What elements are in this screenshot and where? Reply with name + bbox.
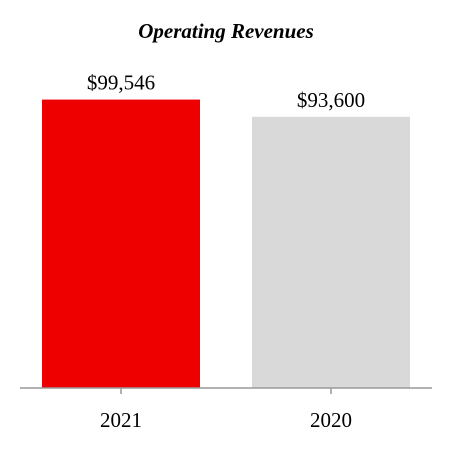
value-label-2020: $93,600 — [297, 88, 365, 112]
bars-group — [42, 99, 410, 389]
x-ticks-group — [120, 388, 332, 394]
bar-2021 — [42, 99, 200, 388]
x-tick-label-2021: 2021 — [100, 408, 142, 432]
x-tick-labels-group: 2021 2020 — [100, 408, 352, 432]
chart-title: Operating Revenues — [138, 19, 314, 43]
bar-2020 — [252, 116, 410, 389]
value-label-2021: $99,546 — [87, 71, 155, 95]
x-tick-label-2020: 2020 — [310, 408, 352, 432]
value-labels-group: $99,546 $93,600 — [87, 71, 365, 112]
